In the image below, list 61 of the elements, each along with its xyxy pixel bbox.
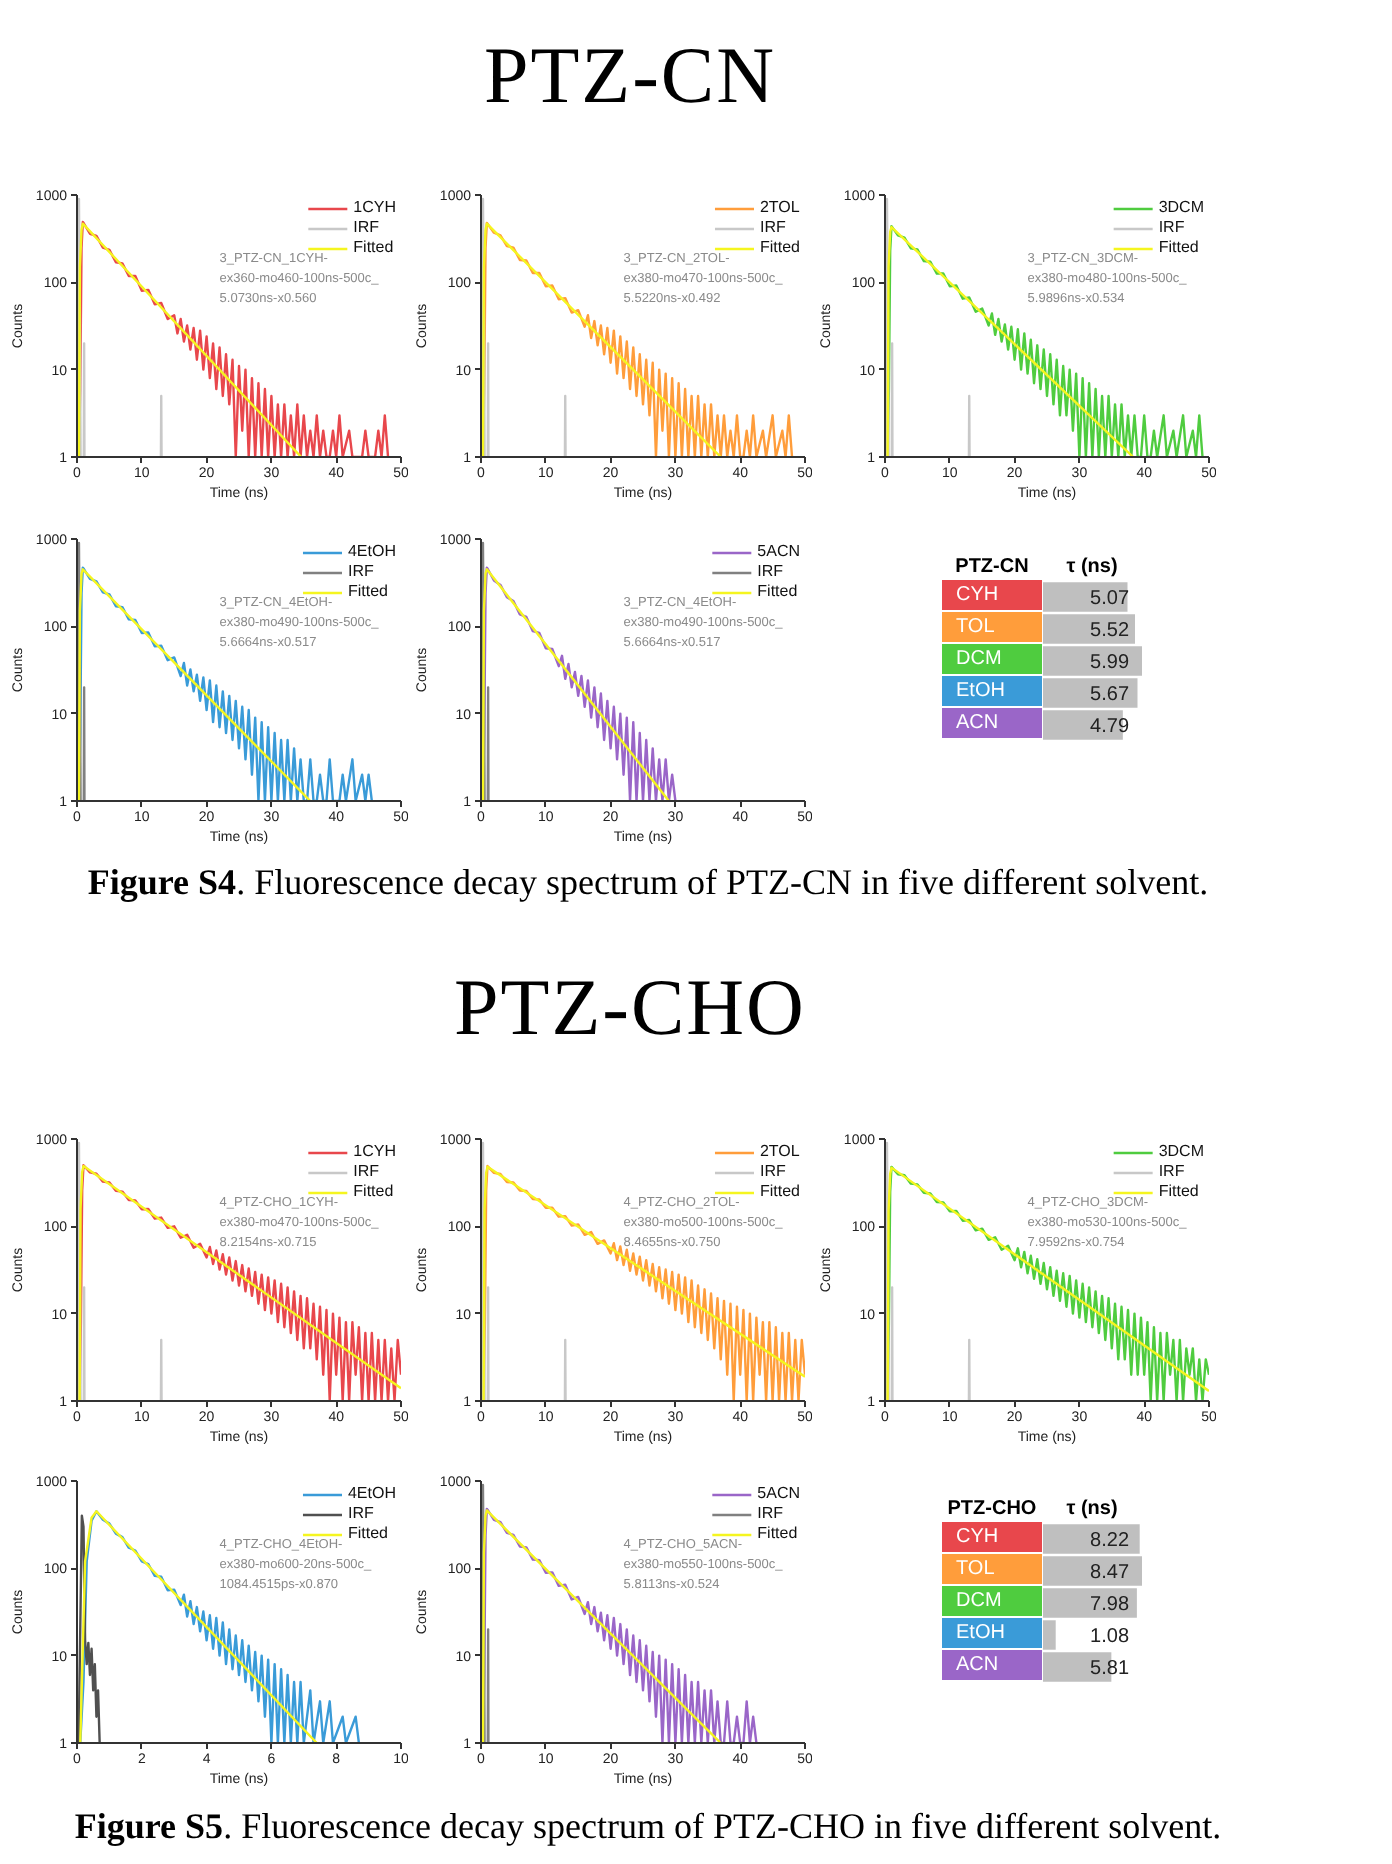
legend-label: 5ACN	[757, 542, 800, 560]
y-tick-label: TOL	[942, 1554, 1042, 1584]
legend-label: 4EtOH	[347, 1484, 396, 1502]
legend-label: IRF	[1158, 218, 1187, 236]
legend-label: 3DCM	[1158, 1142, 1204, 1160]
legend-label: IRF	[759, 218, 788, 236]
legend-label: 2TOL	[759, 198, 800, 216]
y-tick-label: CYH	[942, 580, 1042, 610]
line-series	[886, 224, 1204, 457]
data-label: 4.79	[1090, 716, 1130, 738]
legend-label: IRF	[759, 1162, 788, 1180]
legend-label: 4EtOH	[347, 542, 396, 560]
x-axis-title: τ (ns)	[1064, 554, 1120, 582]
data-label: 7.98	[1090, 1594, 1130, 1616]
legend-label: Fitted	[757, 582, 798, 600]
data-label: 8.22	[1090, 1530, 1130, 1552]
line-series	[77, 220, 390, 457]
legend-label: IRF	[757, 1504, 786, 1522]
y-tick-label: TOL	[942, 612, 1042, 642]
data-label: 5.07	[1090, 588, 1130, 610]
legend-label: IRF	[1158, 1162, 1187, 1180]
legend-label: IRF	[353, 218, 382, 236]
y-tick-label: ACN	[942, 1650, 1042, 1680]
legend-label: Fitted	[347, 582, 388, 600]
legend-label: 2TOL	[759, 1142, 800, 1160]
legend-label: 1CYH	[353, 198, 396, 216]
y-tick-label: EtOH	[942, 676, 1042, 706]
legend-label: IRF	[757, 562, 786, 580]
data-label: 5.67	[1090, 684, 1130, 706]
y-tick-label: ACN	[942, 708, 1042, 738]
y-axis-title: PTZ-CHO	[945, 1496, 1039, 1524]
data-label: 1.08	[1090, 1626, 1130, 1648]
legend-label: Fitted	[759, 1182, 800, 1200]
y-tick-label: EtOH	[942, 1618, 1042, 1648]
data-label: 5.52	[1090, 620, 1130, 642]
legend-label: IRF	[347, 562, 376, 580]
y-axis-title: PTZ-CN	[953, 554, 1031, 582]
data-label: 5.81	[1090, 1658, 1130, 1680]
caption: Figure S5. Fluorescence decay spectrum of PTZ-CHO in five different solvent.	[72, 1804, 1224, 1846]
line-series	[77, 1514, 101, 1743]
legend-label: Fitted	[757, 1524, 798, 1542]
y-tick-label: DCM	[942, 1586, 1042, 1616]
y-tick-label: CYH	[942, 1522, 1042, 1552]
x-axis-title: τ (ns)	[1064, 1496, 1120, 1524]
legend-label: IRF	[353, 1162, 382, 1180]
caption: Figure S4. Fluorescence decay spectrum of PTZ-CN in five different solvent.	[85, 860, 1211, 902]
legend-label: Fitted	[1158, 1182, 1199, 1200]
legend-label: IRF	[347, 1504, 376, 1522]
y-tick-label: DCM	[942, 644, 1042, 674]
legend-label: 3DCM	[1158, 198, 1204, 216]
legend-label: Fitted	[759, 238, 800, 256]
chart-title: PTZ-CN	[482, 28, 778, 120]
legend-label: 5ACN	[757, 1484, 800, 1502]
chart-title: PTZ-CHO	[452, 960, 808, 1052]
legend-label: Fitted	[353, 238, 394, 256]
legend-label: Fitted	[347, 1524, 388, 1542]
legend-label: Fitted	[1158, 238, 1199, 256]
data-label: 8.47	[1090, 1562, 1130, 1584]
data-label: 5.99	[1090, 652, 1130, 674]
legend-label: Fitted	[353, 1182, 394, 1200]
legend-label: 1CYH	[353, 1142, 396, 1160]
